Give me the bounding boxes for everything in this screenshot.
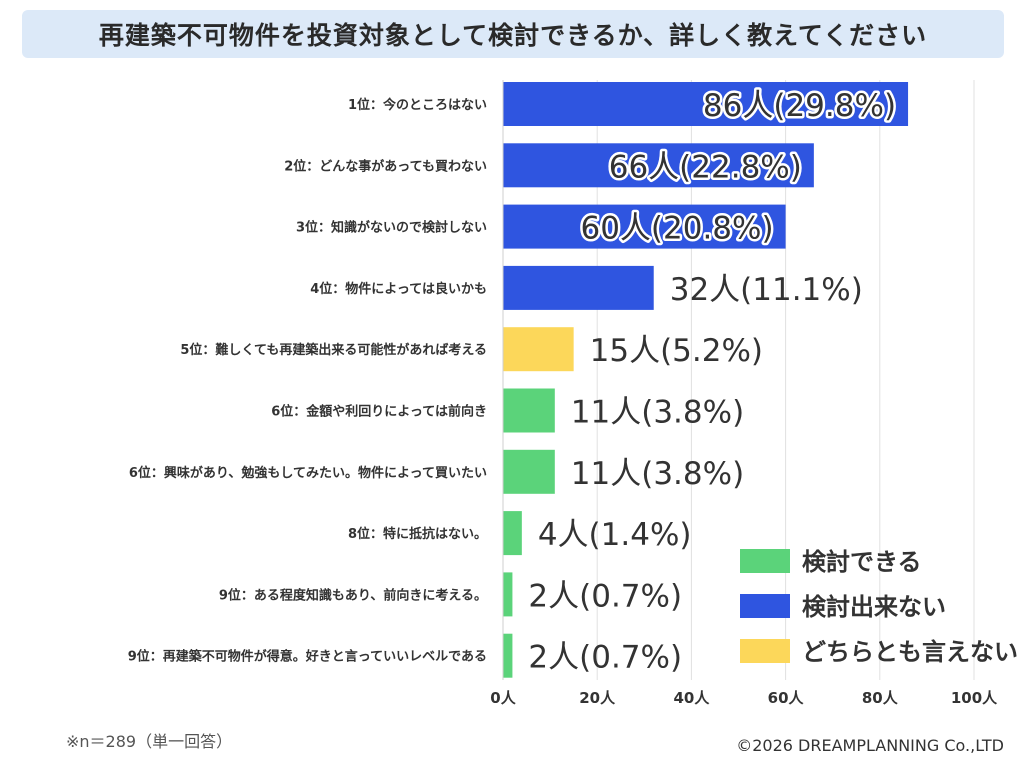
- category-label: 3位：知識がないので検討しない: [296, 220, 487, 236]
- x-tick-label: 80人: [862, 689, 899, 707]
- legend-swatch: [740, 549, 790, 573]
- legend-label: 検討できる: [802, 548, 922, 576]
- x-tick-label: 0人: [490, 689, 516, 707]
- bar: [503, 204, 786, 249]
- x-tick-label: 60人: [768, 689, 805, 707]
- copyright-text: ©2026 DREAMPLANNING Co.,LTD: [736, 736, 1004, 755]
- sample-size-note: ※n＝289（単一回答）: [66, 732, 233, 751]
- value-label: 86人(29.8%): [703, 88, 896, 124]
- category-label: 6位：興味があり、勉強もしてみたい。物件によって買いたい: [129, 465, 487, 481]
- legend-swatch: [740, 594, 790, 618]
- category-label: 8位：特に抵抗はない。: [348, 526, 487, 542]
- bar: [503, 633, 513, 678]
- category-label: 2位：どんな事があっても買わない: [284, 158, 487, 174]
- bar: [503, 327, 574, 372]
- category-label: 1位：今のところはない: [348, 97, 487, 113]
- bar: [503, 572, 513, 617]
- x-tick-label: 40人: [673, 689, 710, 707]
- value-label: 2人(0.7%): [528, 640, 682, 676]
- x-tick-label: 20人: [579, 689, 616, 707]
- legend-label: 検討出来ない: [802, 593, 946, 621]
- value-label: 4人(1.4%): [538, 517, 692, 553]
- value-label: 66人(22.8%): [609, 149, 802, 185]
- chart-title-banner: 再建築不可物件を投資対象として検討できるか、詳しく教えてください: [22, 10, 1004, 58]
- category-label: 9位：再建築不可物件が得意。好きと言っていいレベルである: [128, 649, 487, 665]
- value-label: 15人(5.2%): [590, 333, 763, 369]
- category-label: 5位：難しくても再建築出来る可能性があれば考える: [180, 342, 487, 358]
- x-tick-label: 100人: [951, 689, 998, 707]
- bar: [503, 388, 555, 433]
- category-label: 4位：物件によっては良いかも: [310, 281, 487, 297]
- bar: [503, 265, 654, 310]
- bar: [503, 449, 555, 494]
- category-label: 6位：金額や利回りによっては前向き: [271, 404, 487, 420]
- category-label: 9位：ある程度知識もあり、前向きに考える。: [219, 587, 487, 603]
- value-label: 11人(3.8%): [571, 456, 744, 492]
- legend-swatch: [740, 639, 790, 663]
- chart-title: 再建築不可物件を投資対象として検討できるか、詳しく教えてください: [98, 21, 928, 50]
- value-label: 32人(11.1%): [670, 272, 863, 308]
- value-label: 2人(0.7%): [528, 578, 682, 614]
- bar: [503, 82, 909, 126]
- value-label: 60人(20.8%): [580, 211, 773, 247]
- bar: [503, 143, 814, 188]
- legend-label: どちらとも言えない: [802, 638, 1018, 666]
- bar: [503, 511, 522, 556]
- value-label: 11人(3.8%): [571, 395, 744, 431]
